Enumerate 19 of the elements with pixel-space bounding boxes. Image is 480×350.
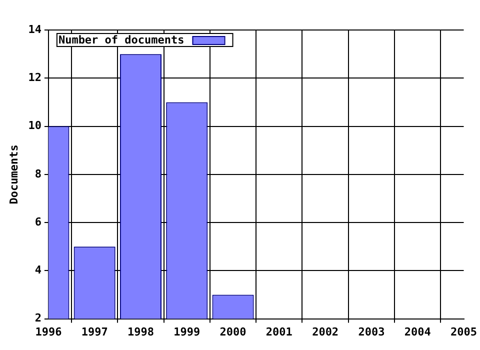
x-tick-label: 2003	[358, 325, 385, 338]
legend-label: Number of documents	[58, 33, 184, 46]
x-tick-label: 2005	[450, 325, 478, 338]
y-tick-label: 14	[28, 22, 42, 36]
x-tick-label: 2002	[312, 325, 339, 338]
x-tick-label: 2001	[266, 325, 293, 338]
x-tick-label: 1999	[174, 325, 200, 338]
y-tick-label: 6	[34, 215, 42, 228]
x-tick-label: 2000	[220, 325, 246, 338]
x-tick-label: 1996	[35, 325, 62, 338]
x-tick-label: 2004	[404, 325, 432, 338]
y-tick-label: 12	[28, 70, 42, 84]
y-tick-label: 8	[34, 167, 42, 180]
x-tick-label: 1997	[81, 325, 108, 338]
y-tick-label: 4	[34, 264, 42, 277]
y-axis-title: Documents	[7, 144, 20, 204]
y-tick-label: 2	[34, 312, 42, 325]
y-tick-label: 10	[28, 119, 42, 132]
x-tick-label: 1998	[127, 325, 154, 338]
